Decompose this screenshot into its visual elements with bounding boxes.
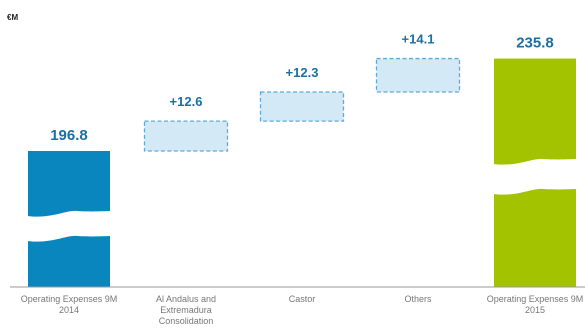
chart-marks: 196.8 +12.6 +12.3 +14.1 235.8 xyxy=(27,32,577,287)
category-labels: Operating Expenses 9M 2014 Al Andalus and E… xyxy=(21,294,584,326)
bar-delta xyxy=(375,57,461,93)
value-label: 196.8 xyxy=(50,127,88,144)
value-label: +12.6 xyxy=(170,94,203,109)
category-label: Castor xyxy=(289,294,316,304)
axis-break-end xyxy=(493,158,577,195)
value-label: +12.3 xyxy=(286,65,319,80)
category-label: Others xyxy=(404,294,432,304)
bar-delta xyxy=(259,91,345,122)
axis-break-start xyxy=(27,210,111,242)
value-label: 235.8 xyxy=(516,35,554,52)
category-label: Operating Expenses 9M 2014 xyxy=(21,294,118,315)
category-label: Al Andalus and Extremadura Consolidation xyxy=(156,294,216,326)
value-label: +14.1 xyxy=(402,32,435,47)
category-label: Operating Expenses 9M 2015 xyxy=(487,294,584,315)
unit-label: €M xyxy=(7,13,18,22)
bar-delta xyxy=(143,120,229,152)
